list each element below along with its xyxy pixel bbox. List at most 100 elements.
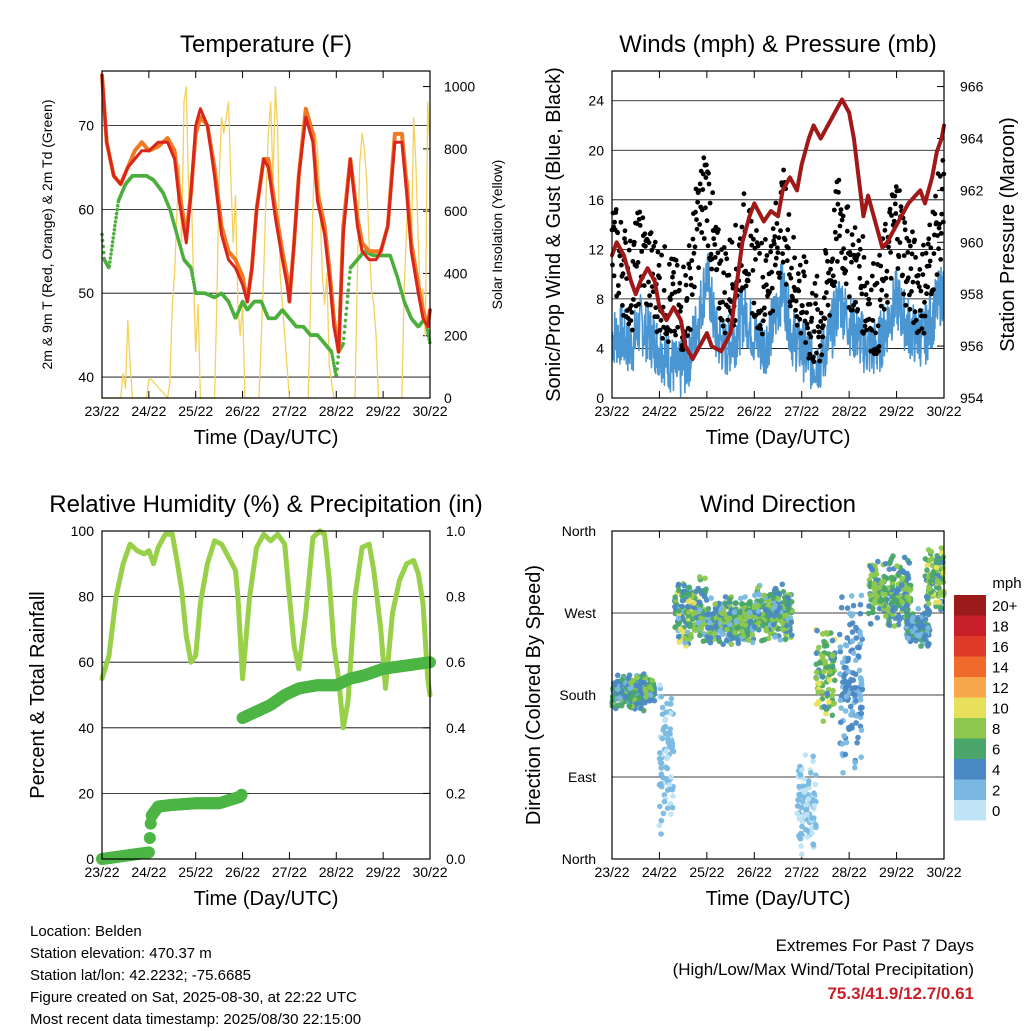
gust-point [850, 242, 856, 248]
gust-point [907, 306, 913, 312]
y-axis-label: Percent & Total Rainfall [27, 591, 49, 799]
y-tick-label: 12 [588, 241, 604, 257]
direction-point [840, 769, 846, 776]
x-tick-label: 26/22 [225, 864, 260, 880]
gust-point [939, 186, 945, 192]
direction-point [647, 684, 653, 690]
gust-point [908, 243, 913, 249]
gust-point [913, 255, 918, 260]
gust-point [813, 301, 818, 307]
x-tick-label: 30/22 [926, 403, 961, 419]
y-right-tick-label: 962 [960, 182, 984, 198]
gust-point [915, 273, 921, 278]
gust-point [788, 275, 794, 281]
gust-point [656, 262, 662, 268]
direction-point [765, 598, 772, 604]
direction-point [857, 697, 864, 703]
direction-point [819, 696, 826, 702]
gust-point [918, 288, 924, 294]
direction-point [874, 615, 881, 621]
gust-point [773, 255, 779, 261]
gust-point [780, 251, 785, 256]
gust-point [871, 261, 876, 266]
gust-point [701, 236, 707, 241]
dewpoint-point [425, 328, 430, 333]
gust-point [937, 173, 943, 179]
gust-point [723, 251, 729, 256]
direction-point [867, 592, 873, 599]
gust-point [815, 324, 821, 329]
direction-point [870, 609, 876, 616]
gust-point [712, 255, 718, 260]
legend-label: 12 [992, 680, 1009, 697]
legend-label: 6 [992, 742, 1000, 759]
direction-point [819, 689, 826, 695]
y-right-tick-label: 0.0 [446, 851, 466, 867]
gust-point [849, 232, 855, 238]
y-tick-label: 20 [78, 785, 94, 801]
gust-point [686, 261, 692, 267]
gust-point [768, 249, 773, 255]
gust-point [720, 299, 725, 305]
direction-point [891, 623, 898, 629]
gust-point [837, 233, 842, 239]
gust-point [876, 344, 882, 349]
gust-point [658, 317, 664, 323]
direction-point [820, 718, 827, 724]
direction-point [782, 636, 789, 642]
gust-point [920, 251, 925, 257]
legend-label: 18 [992, 619, 1009, 636]
gust-point [611, 273, 617, 279]
dewpoint-point [347, 276, 352, 280]
dewpoint-point [341, 341, 346, 346]
gust-point [821, 295, 827, 301]
direction-point [829, 637, 836, 644]
gust-point [868, 287, 874, 293]
dewpoint-point [114, 215, 118, 220]
direction-point [668, 811, 674, 817]
direction-point [734, 618, 740, 625]
y-right-tick-label: 0.8 [446, 589, 466, 605]
gust-point [724, 256, 730, 262]
gust-point [710, 190, 716, 196]
direction-point [776, 626, 782, 632]
direction-point [727, 621, 733, 628]
direction-point [642, 699, 648, 706]
legend-label: 4 [992, 762, 1000, 779]
direction-point [755, 608, 761, 614]
gust-point [916, 284, 922, 290]
direction-point [878, 580, 885, 586]
gust-point [853, 299, 858, 305]
direction-point [672, 594, 678, 600]
gust-point [648, 230, 654, 236]
direction-point [662, 716, 669, 722]
direction-point [877, 598, 883, 605]
dewpoint-point [109, 252, 113, 256]
gust-point [873, 330, 878, 336]
direction-point [839, 659, 846, 666]
gust-point [718, 258, 724, 264]
chart-title: Winds (mph) & Pressure (mb) [619, 31, 936, 58]
gust-point [922, 313, 928, 319]
direction-point [926, 608, 933, 615]
direction-point [707, 635, 714, 641]
direction-point [832, 677, 838, 684]
direction-point [814, 627, 820, 634]
gust-point [750, 268, 756, 273]
gust-point [763, 258, 769, 263]
dewpoint-point [348, 270, 352, 274]
direction-point [905, 585, 911, 592]
direction-point [927, 557, 933, 563]
gust-point [674, 262, 680, 268]
direction-point [804, 806, 810, 813]
gust-point [697, 222, 702, 227]
direction-point [810, 798, 816, 805]
gust-point [861, 255, 867, 260]
gust-point [636, 217, 642, 222]
direction-point [805, 781, 812, 787]
direction-point [799, 819, 806, 826]
gust-point [665, 339, 671, 345]
gust-point [925, 241, 931, 247]
direction-points [609, 545, 947, 858]
gust-point [649, 247, 655, 253]
